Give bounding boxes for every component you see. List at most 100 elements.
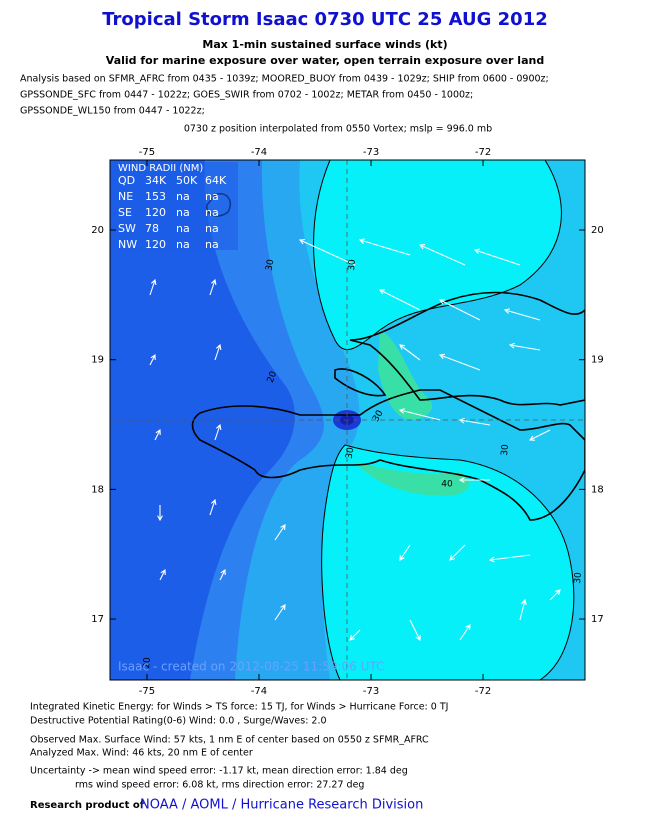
stamp: Isaac - created on 2012-08-25 11:59:06 U… — [118, 660, 384, 674]
wind-arrow — [458, 477, 490, 483]
credit-prefix: Research product of — [30, 800, 145, 811]
footer-line: Integrated Kinetic Energy: for Winds > T… — [30, 702, 448, 713]
footer: Integrated Kinetic Energy: for Winds > T… — [30, 702, 448, 791]
wind-arrow — [449, 544, 466, 561]
wind-arrow — [358, 238, 411, 256]
wind-arrow — [519, 598, 527, 621]
wind-arrow — [154, 428, 161, 441]
radii-cell: NE — [118, 190, 133, 203]
radii-cell: 120 — [145, 206, 166, 219]
wind-arrow — [503, 308, 541, 321]
x-tick-label: -75 — [139, 147, 155, 158]
wind-arrow — [214, 343, 222, 361]
contour-label: 30 — [573, 572, 584, 585]
radii-cell: na — [176, 190, 190, 203]
wind-band — [355, 462, 470, 496]
y-tick-label: 20 — [591, 225, 604, 236]
radii-cell: na — [205, 238, 219, 251]
radii-cell: 153 — [145, 190, 166, 203]
x-tick-label: -73 — [363, 147, 379, 158]
wind-arrow — [438, 353, 481, 371]
radii-cell: na — [205, 222, 219, 235]
radii-cell: na — [205, 206, 219, 219]
radii-cell: SE — [118, 206, 132, 219]
x-tick-label: -73 — [363, 686, 379, 697]
wind-arrow — [209, 498, 217, 516]
radii-title: WIND RADII (NM) — [118, 163, 203, 174]
wind-arrow — [349, 629, 361, 641]
footer-line: Destructive Potential Rating(0-6) Wind: … — [30, 716, 327, 727]
radii-header: 64K — [205, 174, 227, 187]
footer-line: Uncertainty -> mean wind speed error: -1… — [30, 766, 408, 777]
radii-header: QD — [118, 174, 135, 187]
y-tick-label: 20 — [91, 225, 104, 236]
wind-arrow — [458, 417, 491, 426]
credit: NOAA / AOML / Hurricane Research Divisio… — [140, 798, 423, 813]
map-frame — [109, 159, 586, 681]
contour-label: 30 — [347, 259, 358, 272]
wind-arrow — [149, 278, 157, 296]
x-tick-label: -75 — [139, 686, 155, 697]
radii-cell: 120 — [145, 238, 166, 251]
wind-radii: WIND RADII (NM)QD 34K 50K 64K NE 153 na na SE 120… — [118, 163, 227, 251]
radii-cell: SW — [118, 222, 136, 235]
contour-label: 30 — [345, 446, 357, 459]
subtitle: Valid for marine exposure over water, op… — [106, 54, 544, 67]
analysis-line: Analysis based on SFMR_AFRC from 0435 - … — [20, 74, 549, 85]
wind-arrow — [488, 554, 531, 563]
y-tick-label: 18 — [91, 484, 104, 495]
wind-arrow — [209, 278, 217, 296]
wind-arrow — [159, 568, 166, 581]
contour-label: 20 — [266, 370, 279, 384]
wind-arrow — [399, 344, 421, 361]
x-tick-label: -74 — [251, 686, 267, 697]
x-tick-label: -72 — [475, 147, 491, 158]
y-tick-label: 19 — [591, 355, 604, 366]
contour-label: 40 — [441, 480, 453, 490]
wind-band — [313, 160, 562, 351]
radii-box — [113, 162, 238, 250]
x-tick-label: -72 — [475, 686, 491, 697]
wind-band — [321, 444, 575, 680]
wind-arrows — [149, 238, 561, 642]
wind-arrow — [219, 568, 226, 581]
wind-arrow — [399, 544, 411, 561]
wind-arrow — [398, 408, 441, 421]
wind-arrow — [409, 619, 421, 642]
wind-arrow — [528, 429, 551, 441]
title: Tropical Storm Isaac 0730 UTC 25 AUG 201… — [102, 9, 548, 30]
y-tick-label: 19 — [91, 355, 104, 366]
wind-arrow — [459, 624, 471, 641]
wind-arrow — [438, 299, 481, 321]
radii-header: 34K — [145, 174, 167, 187]
wind-arrow — [473, 248, 521, 266]
wind-arrow — [549, 589, 561, 601]
y-tick-label: 18 — [591, 484, 604, 495]
footer-line: Observed Max. Surface Wind: 57 kts, 1 nm… — [30, 735, 429, 746]
wind-arrow — [149, 353, 156, 366]
radii-cell: NW — [118, 238, 137, 251]
wind-arrow — [298, 239, 356, 266]
radii-cell: 78 — [145, 222, 159, 235]
wind-arrow — [378, 289, 421, 311]
coastline — [191, 193, 585, 521]
contour-label: 20 — [142, 657, 153, 670]
radii-header: 50K — [176, 174, 198, 187]
radii-cell: na — [205, 190, 219, 203]
subtitle: Max 1-min sustained surface winds (kt) — [202, 38, 447, 51]
x-tick-label: -74 — [251, 147, 267, 158]
wind-arrow — [214, 423, 222, 441]
analysis-line: GPSSONDE_SFC from 0447 - 1022z; GOES_SWI… — [20, 90, 473, 101]
footer-line: rms wind speed error: 6.08 kt, rms direc… — [75, 780, 364, 791]
wind-arrow — [157, 505, 163, 522]
radii-cell: na — [176, 206, 190, 219]
radii-cell: na — [176, 222, 190, 235]
wind-arrow — [508, 342, 541, 351]
wind-arrow — [274, 524, 286, 541]
axes: -75 -75 -74 -74 -73 -73 -72 -72 17 17 18 18 19 19 20 20 — [91, 147, 603, 697]
y-tick-label: 17 — [91, 614, 104, 625]
contour-label: 30 — [265, 258, 277, 271]
analysis-line: GPSSONDE_WL150 from 0447 - 1022z; — [20, 106, 205, 117]
